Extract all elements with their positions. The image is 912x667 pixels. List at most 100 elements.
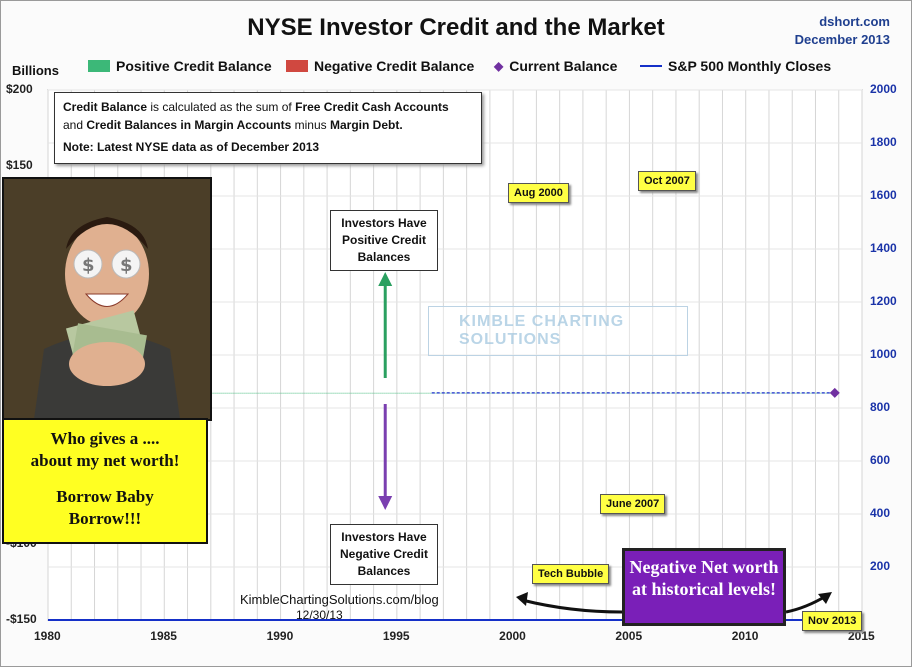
- credit-balance-note: Credit Balance is calculated as the sum …: [54, 92, 482, 164]
- credit-balance-bar: [383, 392, 386, 394]
- credit-balance-bar: [346, 392, 349, 394]
- credit-balance-bar: [470, 392, 473, 394]
- credit-balance-bar: [329, 392, 331, 394]
- negative-arrow-head: [378, 496, 393, 510]
- credit-balance-bar: [509, 392, 512, 394]
- svg-text:$: $: [120, 255, 133, 276]
- x-axis-tick-label: 1985: [150, 629, 177, 643]
- credit-balance-bar: [354, 392, 357, 394]
- credit-balance-bar: [406, 392, 409, 394]
- left-axis-tick-label: -$150: [6, 612, 37, 626]
- callout-nov-2013: Nov 2013: [802, 611, 863, 631]
- credit-balance-bar: [325, 392, 328, 394]
- credit-balance-bar: [565, 392, 568, 394]
- credit-balance-bar: [424, 392, 426, 394]
- credit-balance-bar: [236, 392, 238, 394]
- credit-balance-bar: [774, 392, 777, 394]
- credit-balance-bar: [815, 392, 818, 394]
- legend-sp500-label: S&P 500 Monthly Closes: [668, 58, 832, 74]
- x-axis-tick-label: 1990: [266, 629, 294, 643]
- credit-balance-bar: [298, 392, 300, 394]
- credit-balance-bar: [790, 392, 793, 394]
- credit-balance-bar: [505, 392, 508, 394]
- credit-balance-bar: [350, 392, 353, 394]
- credit-balance-bar: [226, 392, 229, 394]
- credit-balance-bar: [613, 392, 616, 394]
- credit-balance-bar: [228, 392, 231, 394]
- credit-balance-bar: [309, 392, 312, 394]
- left-axis-tick-label: $200: [6, 82, 33, 96]
- credit-balance-bar: [664, 392, 667, 394]
- credit-balance-bar: [255, 392, 258, 394]
- current-balance-marker: [829, 387, 840, 398]
- credit-balance-bar: [305, 392, 308, 394]
- credit-balance-bar: [238, 392, 240, 394]
- right-axis-tick-label: 2000: [870, 82, 897, 96]
- credit-balance-bar: [499, 392, 502, 394]
- credit-balance-bar: [489, 392, 492, 394]
- legend-current: ◆ Current Balance: [494, 58, 617, 74]
- credit-balance-bar: [730, 392, 733, 394]
- credit-balance-bar: [216, 392, 219, 394]
- credit-balance-bar: [393, 392, 395, 394]
- credit-balance-bar: [648, 392, 651, 394]
- credit-balance-bar: [420, 392, 422, 394]
- credit-balance-bar: [734, 392, 736, 394]
- credit-balance-bar: [412, 392, 415, 394]
- credit-balance-bar: [449, 392, 452, 394]
- credit-balance-bar: [288, 392, 291, 394]
- credit-balance-bar: [404, 392, 407, 394]
- source-date: December 2013: [794, 32, 890, 47]
- credit-balance-bar: [334, 392, 337, 394]
- credit-balance-bar: [360, 392, 362, 394]
- left-axis-tick-label: $150: [6, 157, 33, 172]
- credit-balance-bar: [340, 392, 343, 394]
- money-man-photo: $ $: [2, 177, 212, 421]
- credit-balance-bar: [327, 392, 329, 394]
- credit-balance-bar: [212, 392, 215, 394]
- credit-balance-bar: [214, 392, 217, 394]
- credit-balance-bar: [402, 392, 405, 394]
- note-line-1: Credit Balance is calculated as the sum …: [63, 100, 449, 114]
- credit-balance-bar: [241, 392, 244, 394]
- saying-line-4: Borrow!!!: [68, 509, 142, 528]
- credit-balance-bar: [292, 392, 295, 394]
- credit-balance-bar: [348, 392, 351, 394]
- credit-balance-bar: [809, 392, 812, 394]
- credit-balance-bar: [414, 392, 417, 394]
- credit-balance-bar: [604, 392, 607, 394]
- credit-balance-bar: [356, 392, 359, 394]
- credit-balance-bar: [724, 392, 727, 394]
- watermark: KIMBLE CHARTING SOLUTIONS: [428, 306, 688, 356]
- svg-text:$: $: [82, 255, 95, 276]
- credit-balance-bar: [319, 392, 322, 394]
- credit-balance-bar: [427, 392, 430, 394]
- credit-balance-bar: [261, 392, 264, 394]
- credit-balance-bar: [332, 392, 335, 394]
- negative-credit-label: Investors Have Negative Credit Balances: [330, 524, 438, 585]
- credit-balance-bar: [474, 392, 477, 394]
- credit-balance-bar: [679, 392, 682, 394]
- credit-balance-bar: [495, 392, 498, 394]
- credit-balance-bar: [484, 392, 486, 394]
- credit-balance-bar: [352, 392, 355, 394]
- credit-balance-bar: [358, 392, 360, 394]
- credit-balance-bar: [765, 392, 767, 394]
- positive-arrow-head: [378, 272, 393, 286]
- credit-balance-bar: [232, 392, 234, 394]
- legend-positive-label: Positive Credit Balance: [116, 58, 272, 74]
- right-axis-tick-label: 1400: [870, 241, 897, 255]
- credit-balance-bar: [317, 392, 320, 394]
- credit-balance-bar: [540, 392, 543, 394]
- credit-balance-bar: [569, 392, 572, 394]
- source-site: dshort.com: [819, 14, 890, 29]
- credit-balance-bar: [257, 392, 260, 394]
- credit-balance-bar: [429, 392, 432, 394]
- credit-balance-bar: [365, 392, 368, 394]
- credit-balance-bar: [743, 392, 746, 394]
- credit-balance-bar: [385, 392, 388, 394]
- current-balance-diamond: [829, 387, 840, 398]
- footer-date: 12/30/13: [296, 608, 343, 622]
- credit-balance-bar: [629, 392, 632, 394]
- credit-balance-bar: [408, 392, 411, 394]
